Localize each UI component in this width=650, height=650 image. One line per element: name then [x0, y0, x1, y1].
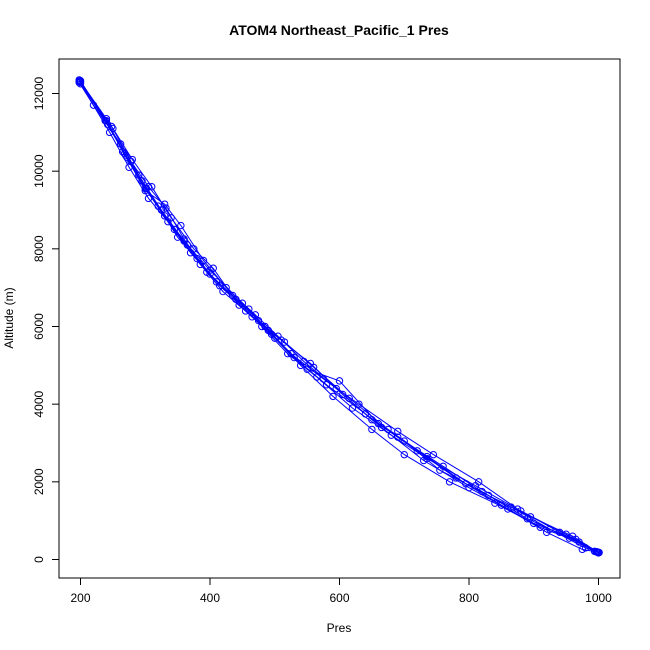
- data-point: [452, 474, 460, 482]
- y-tick-label: 8000: [32, 235, 46, 262]
- y-tick-label: 0: [32, 556, 46, 563]
- data-point: [484, 491, 493, 500]
- data-point: [222, 283, 230, 292]
- data-point: [581, 544, 590, 552]
- data-point: [429, 450, 438, 459]
- data-point: [154, 202, 162, 210]
- data-point: [345, 394, 353, 403]
- data-point: [183, 241, 192, 249]
- data-point: [76, 77, 84, 86]
- series-line: [80, 80, 600, 553]
- data-point: [76, 76, 85, 85]
- series-7: [76, 76, 603, 557]
- series-line: [80, 83, 596, 553]
- series-1: [76, 78, 603, 557]
- series-3: [76, 80, 600, 556]
- plot-frame: [58, 58, 621, 579]
- data-point: [368, 425, 376, 434]
- data-point: [144, 183, 153, 191]
- data-point: [507, 503, 515, 511]
- x-tick-label: 800: [459, 591, 479, 605]
- y-axis-label: Altitude (m): [2, 287, 16, 348]
- data-point: [238, 299, 247, 307]
- series-2: [75, 76, 601, 556]
- data-point: [160, 212, 169, 220]
- data-point: [287, 349, 295, 358]
- data-point: [107, 122, 116, 131]
- data-point: [413, 447, 421, 455]
- data-point: [355, 400, 363, 408]
- data-point: [261, 322, 269, 331]
- series-line: [79, 81, 597, 553]
- x-tick-label: 600: [329, 591, 349, 605]
- series-line: [78, 82, 599, 554]
- series-line: [78, 80, 599, 553]
- x-axis: 200 400 600 800 1000: [70, 577, 612, 605]
- data-point: [400, 450, 408, 459]
- series-line: [78, 79, 598, 553]
- data-point: [216, 282, 224, 290]
- data-point: [167, 214, 175, 222]
- series-6: [75, 77, 602, 556]
- data-point: [394, 427, 402, 436]
- data-point: [384, 425, 392, 434]
- data-point: [423, 452, 431, 461]
- data-point: [254, 316, 263, 325]
- data-point: [245, 305, 253, 313]
- series-8: [76, 77, 601, 556]
- x-tick-label: 1000: [585, 591, 612, 605]
- chart-title: ATOM4 Northeast_Pacific_1 Pres: [229, 22, 449, 38]
- data-point: [394, 433, 402, 441]
- series-line: [80, 81, 595, 552]
- y-axis: 0 2000 4000 6000 8000 10000 12000: [32, 76, 60, 563]
- series-layer: [75, 76, 603, 557]
- data-point: [309, 363, 318, 371]
- y-tick-label: 10000: [32, 154, 46, 188]
- data-point: [436, 466, 444, 474]
- data-point: [546, 525, 554, 533]
- series-4: [76, 78, 599, 556]
- y-tick-label: 12000: [32, 76, 46, 110]
- y-tick-label: 4000: [32, 390, 46, 417]
- data-point: [462, 480, 470, 488]
- data-point: [127, 157, 135, 166]
- data-point: [400, 437, 408, 445]
- series-5: [75, 78, 603, 557]
- y-tick-label: 2000: [32, 468, 46, 495]
- data-point: [228, 291, 237, 300]
- data-point: [180, 235, 188, 243]
- data-point: [335, 377, 344, 385]
- data-point: [160, 200, 169, 208]
- data-point: [144, 194, 153, 203]
- data-point: [592, 548, 601, 556]
- x-axis-label: Pres: [327, 621, 352, 635]
- data-point: [203, 268, 211, 276]
- data-point: [475, 478, 483, 486]
- x-tick-label: 400: [200, 591, 220, 605]
- data-point: [177, 221, 185, 230]
- data-point: [348, 404, 357, 412]
- data-point: [445, 478, 454, 486]
- x-tick-label: 200: [70, 591, 90, 605]
- data-point: [329, 392, 337, 401]
- data-point: [280, 338, 289, 346]
- y-tick-label: 6000: [32, 313, 46, 340]
- data-point: [162, 204, 170, 212]
- data-point: [332, 384, 340, 393]
- series-line: [80, 81, 599, 553]
